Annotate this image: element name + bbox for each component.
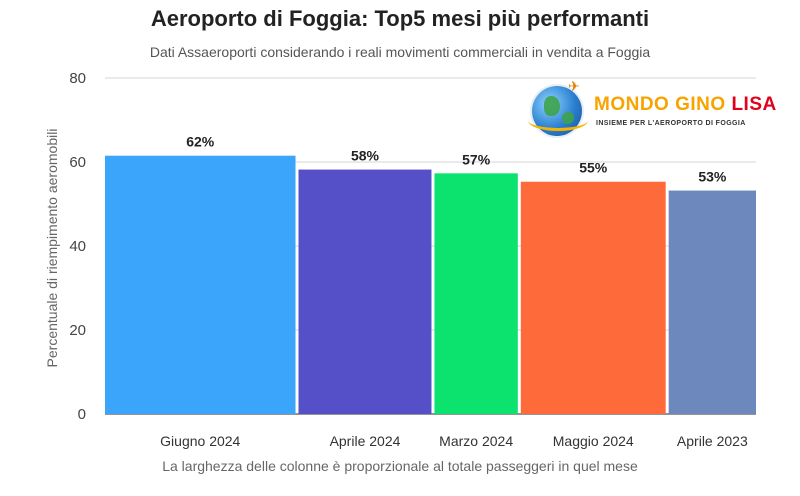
bar <box>520 181 666 414</box>
data-label: 58% <box>351 148 380 164</box>
bar <box>298 169 432 414</box>
y-tick-label: 20 <box>69 322 86 339</box>
x-tick-label: Aprile 2024 <box>330 433 401 449</box>
y-tick-label: 80 <box>69 70 86 87</box>
y-tick-label: 60 <box>69 154 86 171</box>
mondo-gino-lisa-logo: ✈ MONDO GINO LISA INSIEME PER L'AEROPORT… <box>528 78 776 142</box>
x-axis-label: La larghezza delle colonne è proporziona… <box>162 458 638 474</box>
bar <box>105 155 296 414</box>
data-label: 53% <box>698 169 727 185</box>
data-label: 57% <box>462 151 491 167</box>
x-tick-label: Aprile 2023 <box>677 433 748 449</box>
y-tick-label: 0 <box>78 406 86 423</box>
logo-tagline: INSIEME PER L'AEROPORTO DI FOGGIA <box>596 120 746 127</box>
logo-swoosh <box>528 110 588 131</box>
data-label: 62% <box>186 134 215 150</box>
airplane-icon: ✈ <box>568 78 580 94</box>
chart-subtitle: Dati Assaeroporti considerando i reali m… <box>149 44 651 60</box>
bar <box>668 190 756 414</box>
chart-title: Aeroporto di Foggia: Top5 mesi più perfo… <box>150 6 650 31</box>
bar <box>434 173 518 414</box>
y-axis-label: Percentuale di riempimento aeromobili <box>44 128 60 368</box>
x-tick-label: Maggio 2024 <box>553 433 634 449</box>
x-tick-label: Marzo 2024 <box>439 433 513 449</box>
y-tick-label: 40 <box>69 238 86 255</box>
data-label: 55% <box>579 160 608 176</box>
x-tick-label: Giugno 2024 <box>160 433 240 449</box>
logo-name: MONDO GINO LISA <box>594 94 777 115</box>
